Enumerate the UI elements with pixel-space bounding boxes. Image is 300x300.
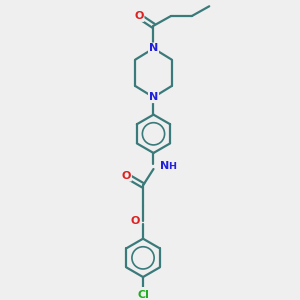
Text: O: O — [131, 216, 140, 226]
Text: N: N — [149, 44, 158, 53]
Text: Cl: Cl — [137, 290, 149, 300]
Text: N: N — [160, 161, 169, 171]
Text: H: H — [168, 162, 176, 171]
Text: O: O — [122, 171, 131, 181]
Text: N: N — [149, 92, 158, 102]
Text: O: O — [134, 11, 143, 21]
